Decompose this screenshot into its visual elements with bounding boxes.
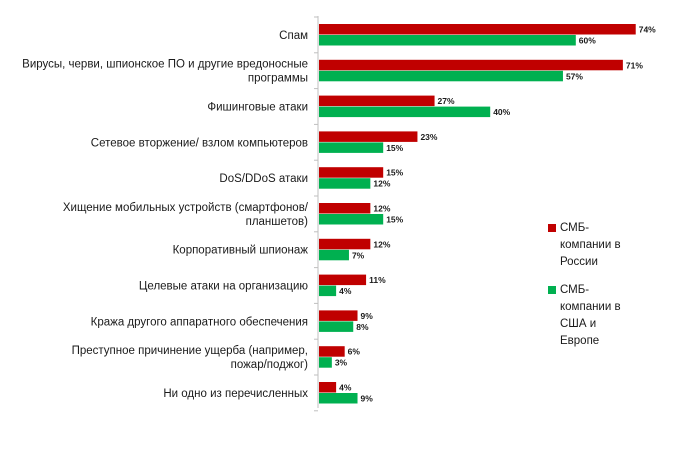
data-label: 15%	[386, 143, 403, 153]
bar-russia	[319, 382, 337, 393]
category-label: Ни одно из перечисленных	[163, 388, 308, 400]
legend-line: СМБ-	[560, 284, 590, 296]
bar-us-europe	[319, 393, 358, 404]
category-label: программы	[248, 73, 308, 85]
data-label: 3%	[335, 358, 348, 368]
bar-us-europe	[319, 321, 354, 332]
category-label: Сетевое вторжение/ взлом компьютеров	[91, 137, 308, 149]
bar-us-europe	[319, 35, 576, 46]
legend-swatch-russia	[548, 224, 556, 232]
bar-russia	[319, 24, 636, 35]
data-label: 15%	[386, 215, 403, 225]
data-label: 12%	[373, 179, 390, 189]
legend-label-russia: СМБ- компании в России	[560, 220, 655, 271]
data-label: 11%	[369, 275, 386, 285]
bar-russia	[319, 346, 345, 357]
data-label: 60%	[579, 36, 596, 46]
bar-russia	[319, 310, 358, 321]
bar-us-europe	[319, 106, 491, 118]
category-label: DoS/DDoS атаки	[219, 173, 308, 185]
data-label: 4%	[339, 286, 352, 296]
legend-line: России	[560, 256, 598, 268]
category-label: Вирусы, черви, шпионское ПО и другие вре…	[22, 59, 308, 71]
legend-label-us-europe: СМБ- компании в США и Европе	[560, 282, 655, 350]
category-label: пожар/поджог)	[231, 359, 309, 371]
bar-russia	[319, 238, 371, 250]
bar-us-europe	[319, 285, 337, 297]
bar-russia	[319, 131, 418, 142]
data-label: 9%	[361, 311, 374, 321]
category-label: Преступное причинение ущерба (например,	[72, 345, 308, 357]
category-label: Кража другого аппаратного обеспечения	[91, 316, 308, 328]
category-label: Фишинговые атаки	[207, 102, 308, 114]
legend-line: Европе	[560, 335, 600, 347]
category-label: Хищение мобильных устройств (смартфонов/	[63, 202, 309, 214]
data-label: 12%	[373, 204, 390, 214]
data-label: 40%	[493, 107, 510, 117]
bar-russia	[319, 274, 367, 286]
bar-russia	[319, 167, 384, 178]
category-label: Спам	[279, 30, 308, 42]
category-label: Корпоративный шпионаж	[173, 245, 309, 257]
bar-us-europe	[319, 178, 371, 189]
bar-russia	[319, 59, 623, 71]
bar-us-europe	[319, 142, 384, 153]
bar-us-europe	[319, 249, 349, 261]
data-label: 71%	[626, 60, 643, 70]
legend-line: США и	[560, 318, 597, 330]
legend-line: компании в	[560, 301, 621, 313]
bar-us-europe	[319, 214, 384, 225]
bar-us-europe	[319, 357, 332, 368]
data-label: 15%	[386, 168, 403, 178]
legend-line: компании в	[560, 239, 621, 251]
data-label: 57%	[566, 71, 583, 81]
data-label: 4%	[339, 383, 352, 393]
bar-russia	[319, 203, 371, 214]
legend-line: СМБ-	[560, 222, 590, 234]
category-label: планшетов)	[246, 216, 309, 228]
data-label: 7%	[352, 250, 365, 260]
data-label: 9%	[361, 394, 374, 404]
data-label: 6%	[348, 347, 361, 357]
data-label: 23%	[420, 132, 437, 142]
legend-swatch-us-europe	[548, 286, 556, 294]
data-label: 27%	[438, 96, 455, 106]
data-label: 74%	[639, 25, 656, 35]
data-label: 12%	[373, 239, 390, 249]
data-label: 8%	[356, 322, 369, 332]
bar-us-europe	[319, 70, 563, 82]
bar-russia	[319, 95, 435, 107]
category-label: Целевые атаки на организацию	[139, 281, 308, 293]
